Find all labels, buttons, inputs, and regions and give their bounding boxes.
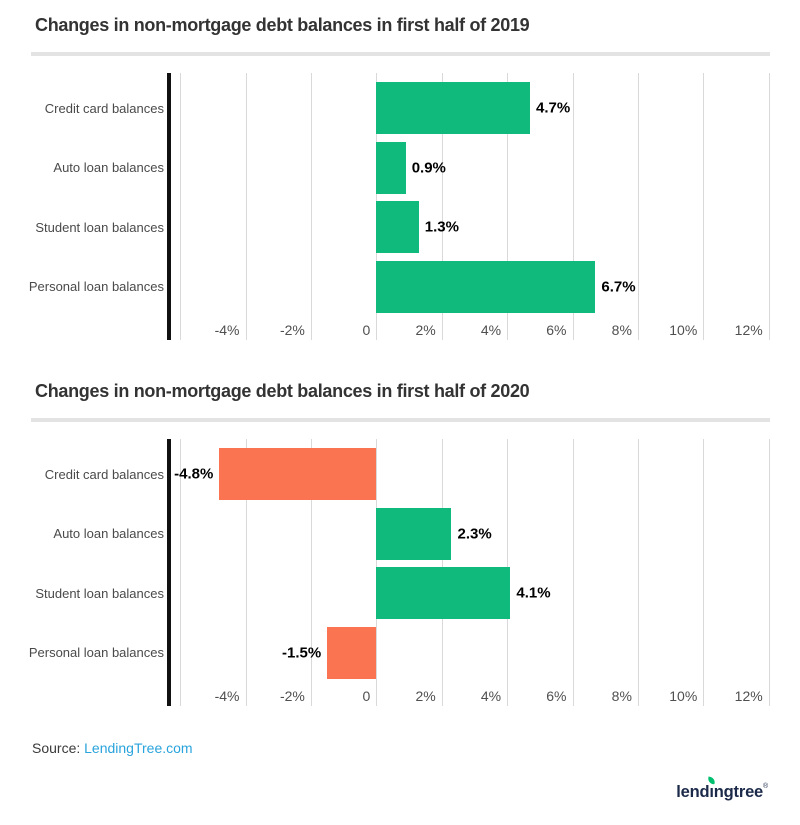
title-divider [31,52,770,56]
x-tick-label: 6% [546,688,567,704]
source-prefix: Source: [32,740,85,756]
category-label: Personal loan balances [28,279,164,294]
bar [376,567,511,619]
y-axis-line [167,73,171,340]
gridline [245,73,247,340]
bar [376,260,596,313]
plot-area: 4.7% 0.9% 1.3% 6.7% -4% -2% 0 2% 4% 6% 8% 10% 12% [167,73,772,341]
chart-title-2019: Changes in non-mortgage debt balances in… [35,15,530,35]
chart-2020: Changes in non-mortgage debt balances in… [0,366,800,711]
category-label: Auto loan balances [53,160,164,175]
x-tick-label: 8% [611,688,632,704]
source-line: Source: LendingTree.com [32,740,193,756]
bar [376,507,452,560]
gridline [180,439,182,706]
gridline [310,439,312,706]
category-label: Student loan balances [35,585,164,601]
gridline [768,73,770,340]
category-axis: Credit card balances Auto loan balances St… [0,439,164,684]
value-label: 6.7% [601,278,636,295]
bar [376,82,530,134]
x-tick-label: 0 [362,322,371,338]
logo-text-2: ngtree [713,783,764,801]
x-tick-label: -2% [279,688,305,704]
lendingtree-logo: lend ıngtree® [676,776,768,802]
category-label: Credit card balances [44,466,164,482]
gridline [310,73,312,340]
source-link[interactable]: LendingTree.com [84,740,193,756]
x-tick-label: 0 [362,688,371,704]
logo-i: ı [707,776,716,802]
value-label: 4.7% [536,99,571,117]
bar [219,448,377,500]
gridline [507,73,509,340]
value-label: -1.5% [282,644,322,661]
title-divider [31,418,770,422]
category-label: Student loan balances [35,219,164,235]
x-tick-label: 2% [415,322,436,338]
x-tick-label: 8% [611,322,632,338]
category-label: Credit card balances [44,100,164,116]
gridline [572,439,574,706]
x-tick-label: -4% [214,688,240,704]
x-tick-label: 4% [480,688,502,704]
chart-2019: Changes in non-mortgage debt balances in… [0,0,800,345]
x-tick-label: 4% [480,322,502,338]
bar [376,141,406,194]
category-label: Personal loan balances [28,645,164,660]
value-label: 2.3% [457,525,492,542]
value-label: -4.8% [174,465,214,483]
value-label: 4.1% [516,584,551,602]
x-tick-label: 10% [669,322,698,338]
gridline [441,73,443,340]
x-tick-label: 6% [546,322,567,338]
gridline [703,439,705,706]
value-label: 1.3% [424,218,459,236]
bar [327,626,377,679]
gridline [245,439,247,706]
x-tick-label: -2% [279,322,305,338]
category-label: Auto loan balances [53,526,164,541]
value-label: 0.9% [411,159,446,176]
x-tick-label: 12% [734,688,763,704]
x-tick-label: 10% [669,688,698,704]
chart-title-2020: Changes in non-mortgage debt balances in… [35,381,530,401]
plot-area: -4.8% 2.3% 4.1% -1.5% -4% -2% 0 2% 4% 6% 8% 10% 12% [167,439,772,707]
gridline [703,73,705,340]
x-tick-label: 12% [734,322,763,338]
y-axis-line [167,439,171,706]
gridline [572,73,574,340]
bar [376,201,419,253]
x-tick-label: -4% [214,322,240,338]
gridline [637,439,639,706]
gridline [637,73,639,340]
logo-text-1: lend [676,783,710,801]
category-axis: Credit card balances Auto loan balances St… [0,73,164,318]
gridline [768,439,770,706]
logo-dotless-i: ı [709,783,714,801]
registered-mark: ® [763,783,768,790]
gridline [180,73,182,340]
x-tick-label: 2% [415,688,436,704]
